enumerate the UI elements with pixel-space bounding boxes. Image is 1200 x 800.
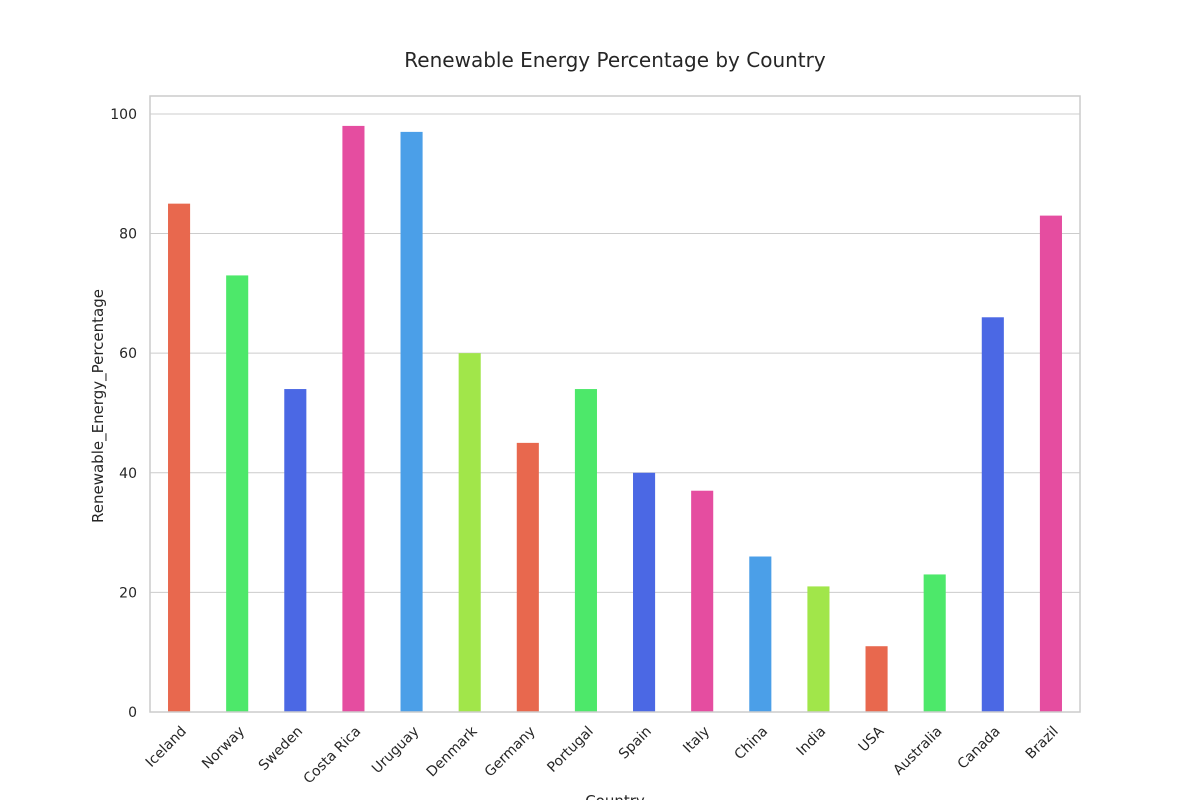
y-tick-label: 80 xyxy=(119,227,137,243)
y-tick-label: 60 xyxy=(119,346,137,362)
x-tick-label: Canada xyxy=(955,724,1004,773)
x-tick-label: China xyxy=(732,724,772,764)
plot-frame xyxy=(149,95,1081,713)
y-tick-label: 40 xyxy=(119,466,137,482)
x-tick-label: Costa Rica xyxy=(301,724,365,788)
bar-sweden xyxy=(284,389,307,712)
x-tick-label: Sweden xyxy=(256,724,306,774)
y-tick-label: 100 xyxy=(110,107,137,123)
bar-iceland xyxy=(168,203,191,712)
bar-spain xyxy=(633,472,656,712)
bar-australia xyxy=(923,574,946,712)
x-tick-label: Portugal xyxy=(544,724,596,776)
bar-italy xyxy=(691,490,714,712)
x-tick-label: Spain xyxy=(616,724,655,763)
bar-denmark xyxy=(458,353,481,712)
y-tick-labels: 0 20 40 60 80 100 xyxy=(110,107,137,721)
x-tick-label: Denmark xyxy=(424,723,481,780)
bar-norway xyxy=(226,275,249,712)
y-tick-label: 20 xyxy=(119,585,137,601)
x-axis-label: Country xyxy=(585,792,645,800)
bar-brazil xyxy=(1039,215,1062,713)
x-tick-label: Germany xyxy=(482,724,539,781)
bar-portugal xyxy=(574,389,597,712)
x-tick-label: Brazil xyxy=(1023,724,1062,763)
x-tick-label: India xyxy=(794,724,830,760)
bar-canada xyxy=(981,317,1004,712)
y-axis-label: Renewable_Energy_Percentage xyxy=(89,289,108,523)
y-tick-label: 0 xyxy=(128,705,137,721)
bars xyxy=(168,125,1062,713)
bar-india xyxy=(807,586,830,712)
x-tick-label: Iceland xyxy=(143,724,190,771)
bar-usa xyxy=(865,646,888,712)
x-tick-label: USA xyxy=(856,723,888,755)
chart-title: Renewable Energy Percentage by Country xyxy=(404,48,826,72)
x-tick-label: Australia xyxy=(890,724,945,779)
x-tick-label: Norway xyxy=(199,724,248,773)
x-tick-label: Italy xyxy=(680,724,713,757)
bar-germany xyxy=(516,442,539,712)
bar-china xyxy=(749,556,772,712)
bar-uruguay xyxy=(400,131,423,713)
x-tick-label: Uruguay xyxy=(369,724,422,777)
bar-costa-rica xyxy=(342,125,365,713)
